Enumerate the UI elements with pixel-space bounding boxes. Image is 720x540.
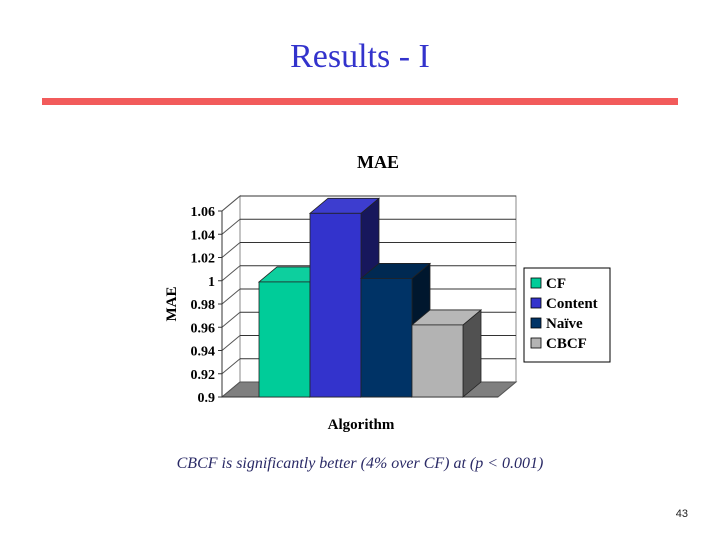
legend-label: CBCF (546, 336, 587, 352)
gridline-side (221, 311, 241, 328)
gridline-side (221, 265, 241, 282)
y-tick-label: 0.92 (191, 368, 216, 383)
y-tick-label: 0.9 (198, 391, 216, 406)
y-tick-label: 1.06 (191, 205, 216, 220)
title-rule (42, 98, 678, 105)
legend-swatch (530, 317, 542, 329)
gridline-side (221, 242, 241, 258)
legend-swatch (530, 337, 542, 349)
gridline-side (221, 335, 241, 351)
ticks-layer: 1.06 1.04 1.02 1 0.98 0.96 0.94 0.92 0.9 (191, 205, 216, 406)
gridline-side (221, 195, 241, 212)
legend-label: CF (546, 276, 566, 292)
y-tick-label: 0.96 (191, 321, 216, 336)
page-number: 43 (675, 508, 688, 520)
y-axis-label: MAE (164, 287, 180, 322)
legend-label: Content (546, 296, 598, 312)
caption: CBCF is significantly better (4% over CF… (176, 455, 544, 472)
y-tick-label: 1 (208, 275, 215, 290)
gridline-side (221, 358, 241, 375)
gridline-side (221, 288, 241, 305)
y-tick-label: 0.94 (191, 345, 216, 360)
gridline-side (221, 218, 241, 235)
x-axis-label: Algorithm (328, 417, 395, 433)
slide-title: Results - I (290, 38, 430, 75)
y-tick-label: 1.02 (191, 252, 216, 267)
legend-swatch (530, 297, 542, 309)
chart-title: MAE (357, 152, 399, 172)
bar-cbcf (410, 309, 483, 398)
legend: CF Content Naïve CBCF (523, 267, 611, 363)
bars-layer (257, 197, 483, 398)
legend-label: Naïve (546, 316, 583, 332)
legend-swatch (530, 277, 542, 289)
y-tick-label: 1.04 (191, 228, 216, 243)
y-tick-label: 0.98 (191, 298, 216, 313)
